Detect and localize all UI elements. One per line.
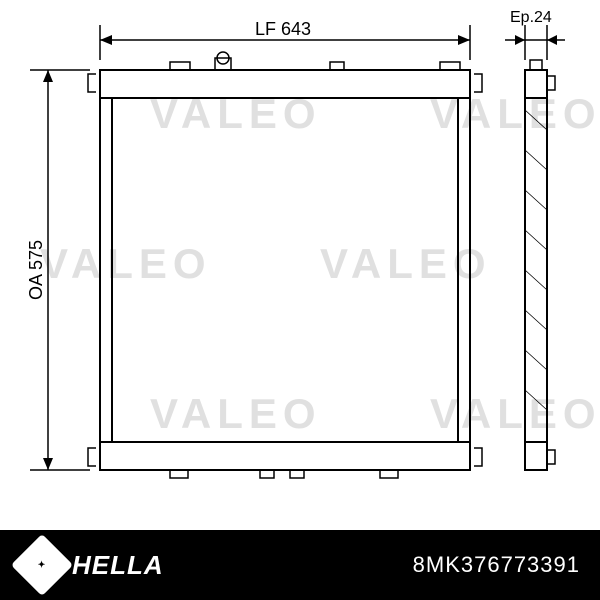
brand-text: HELLA	[72, 550, 164, 581]
height-label: OA 575	[26, 240, 46, 300]
width-dimension: LF 643	[100, 19, 470, 60]
width-label: LF 643	[255, 19, 311, 39]
technical-drawing-svg: LF 643 Ep.24 OA 575	[0, 0, 600, 520]
footer-bar: ✦ HELLA 8MK376773391	[0, 530, 600, 600]
hella-badge-icon: ✦	[11, 534, 73, 596]
radiator-front-view	[88, 52, 482, 478]
depth-label: Ep.24	[510, 9, 552, 26]
depth-dimension: Ep.24	[505, 9, 565, 60]
height-dimension: OA 575	[26, 70, 90, 470]
radiator-side-view	[525, 60, 555, 470]
part-number: 8MK376773391	[413, 552, 580, 578]
diagram-area: VALEO VALEO VALEO VALEO VALEO VALEO LF 6…	[0, 0, 600, 520]
hella-logo: ✦ HELLA	[20, 543, 164, 587]
